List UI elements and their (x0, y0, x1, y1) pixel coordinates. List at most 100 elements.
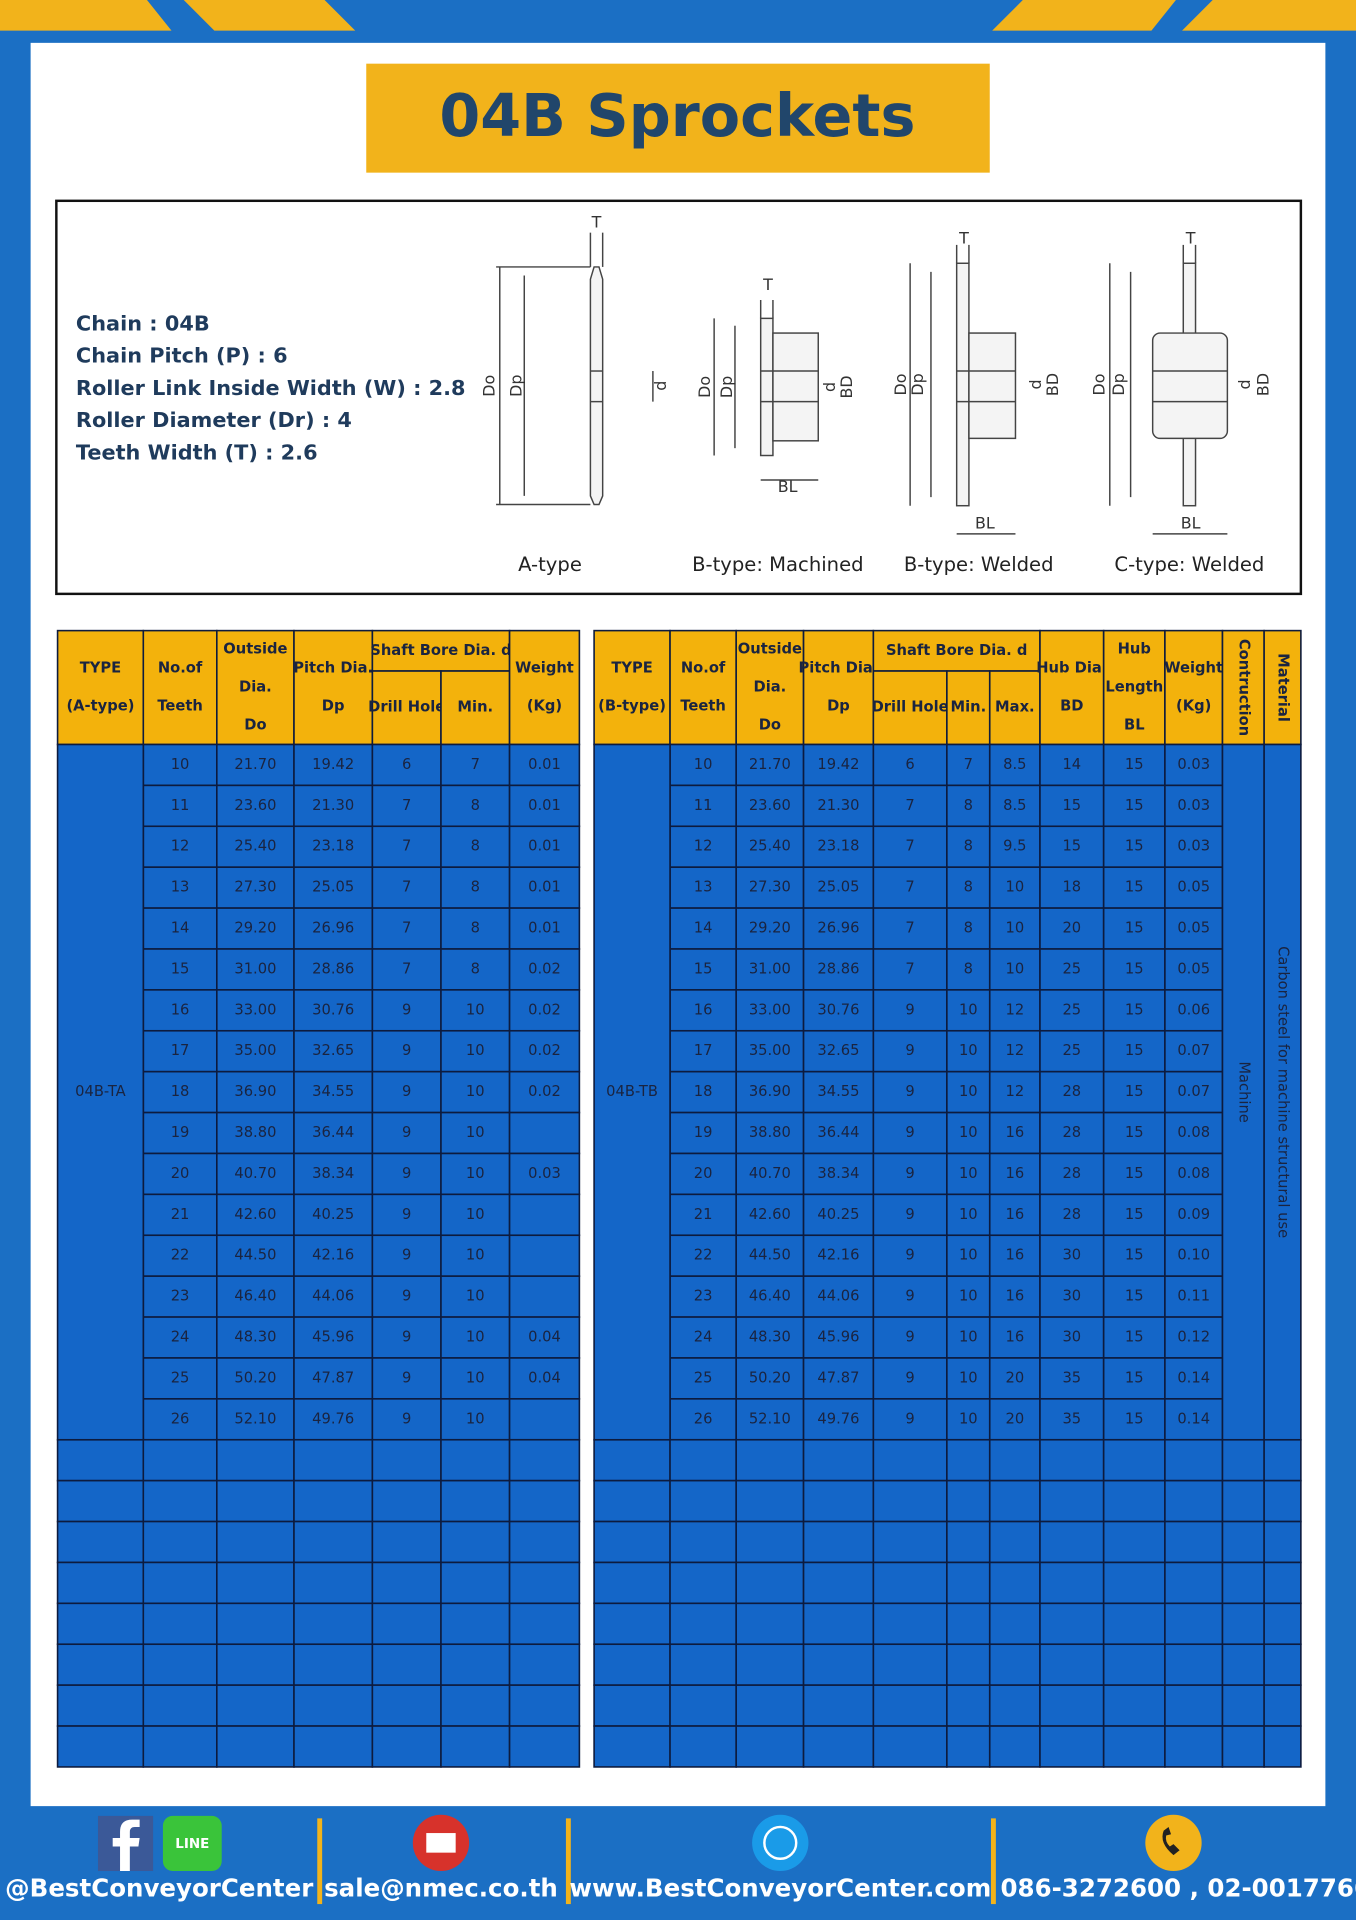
table-cell (872, 1234, 948, 1277)
table-cell (988, 1520, 1041, 1564)
table-cell (802, 989, 875, 1032)
table-cell (1102, 907, 1166, 950)
footer-email[interactable]: sale@nmec.co.th (324, 1873, 558, 1902)
table-value: 8 (471, 838, 480, 855)
table-value: 0.01 (528, 879, 561, 896)
header-label: Weight (515, 660, 574, 677)
table-value: 44.06 (312, 1288, 354, 1305)
table-value: 50.20 (234, 1369, 276, 1386)
table-cell (1164, 784, 1224, 828)
table-value: 9 (402, 1165, 411, 1182)
table-cell (1102, 1643, 1166, 1686)
table-value: 20 (694, 1165, 713, 1182)
table-value: 14 (694, 920, 713, 937)
table-cell (1039, 1520, 1105, 1564)
table-cell (371, 825, 442, 868)
table-cell (508, 629, 581, 746)
table-cell (1221, 1520, 1265, 1564)
table-value: 31.00 (234, 960, 276, 977)
table-value: 7 (402, 960, 411, 977)
table-value: 15 (1125, 1329, 1144, 1346)
table-cell (1039, 948, 1105, 991)
diagram-caption: B-type: Machined (692, 553, 863, 576)
table-value: 7 (905, 838, 914, 855)
dimension-label: T (762, 275, 773, 294)
table-value: 42.16 (312, 1247, 354, 1264)
table-cell (440, 1029, 511, 1073)
table-cell (508, 866, 581, 909)
diagram-caption: B-type: Welded (904, 553, 1054, 576)
table-value: 9 (905, 1206, 914, 1223)
table-value: 10 (466, 1288, 485, 1305)
header-label: Dp (322, 698, 345, 715)
table-value: 29.20 (234, 920, 276, 937)
table-cell (440, 1602, 511, 1646)
table-value: 28 (1062, 1206, 1081, 1223)
dimension-label: BD (1254, 373, 1273, 396)
table-value: 11 (694, 797, 713, 814)
table-cell (946, 1152, 991, 1196)
table-cell (1164, 1438, 1224, 1482)
table-cell (1039, 866, 1105, 909)
table-value: 10 (466, 1329, 485, 1346)
table-value: 38.34 (312, 1165, 354, 1182)
footer-website[interactable]: www.BestConveyorCenter.com (569, 1873, 991, 1902)
table-value: 23 (694, 1288, 713, 1305)
table-value: 9 (402, 1369, 411, 1386)
table-value: 15 (1125, 1165, 1144, 1182)
table-cell (293, 1316, 374, 1359)
table-cell (802, 866, 875, 909)
table-value: 18 (694, 1083, 713, 1100)
header-label: TYPE (611, 660, 652, 677)
table-cell (216, 948, 295, 991)
title-box (366, 63, 990, 173)
table-value: 9 (402, 1206, 411, 1223)
table-cell (293, 948, 374, 991)
table-value: 19 (694, 1124, 713, 1141)
table-cell (508, 1520, 581, 1564)
table-value: 16 (1006, 1206, 1025, 1223)
table-cell (988, 1070, 1041, 1114)
table-value: 8 (471, 960, 480, 977)
table-value: 0.10 (1177, 1247, 1210, 1264)
header-label: BL (1124, 717, 1145, 734)
table-cell (1263, 1438, 1302, 1482)
table-cell (872, 907, 948, 950)
table-cell (593, 1438, 671, 1482)
table-cell (988, 1193, 1041, 1237)
table-cell (1102, 1152, 1166, 1196)
table-cell (669, 1479, 737, 1523)
table-cell (440, 907, 511, 950)
table-cell (669, 1316, 737, 1359)
table-cell (735, 907, 805, 950)
diagram-caption: A-type (518, 553, 582, 576)
dimension-label: Do (1089, 373, 1108, 395)
table-cell (872, 1643, 948, 1686)
footer-social: @BestConveyorCenter (5, 1873, 313, 1902)
table-value: 0.01 (528, 920, 561, 937)
table-value: 25.05 (312, 879, 354, 896)
table-cell (593, 1602, 671, 1646)
table-cell (293, 784, 374, 828)
spec-line: Teeth Width (T) : 2.6 (76, 440, 318, 464)
table-cell (593, 1643, 671, 1686)
table-value: 9 (905, 1329, 914, 1346)
table-value: 6 (402, 756, 411, 773)
table-cell (508, 1602, 581, 1646)
table-value: 45.96 (312, 1329, 354, 1346)
table-value: 25.05 (817, 879, 859, 896)
subheader-label: Drill Hole (872, 699, 949, 716)
table-value: 15 (1125, 1410, 1144, 1427)
table-value: 0.12 (1177, 1329, 1210, 1346)
table-value: 16 (1006, 1165, 1025, 1182)
table-value: 21.30 (817, 797, 859, 814)
table-cell (1102, 1602, 1166, 1646)
table-cell (988, 1561, 1041, 1605)
table-value: 0.05 (1177, 920, 1210, 937)
table-cell (593, 1684, 671, 1727)
table-cell (508, 1438, 581, 1482)
table-cell (802, 1725, 875, 1768)
table-value: 7 (402, 879, 411, 896)
table-cell (988, 1111, 1041, 1155)
table-cell (802, 825, 875, 868)
